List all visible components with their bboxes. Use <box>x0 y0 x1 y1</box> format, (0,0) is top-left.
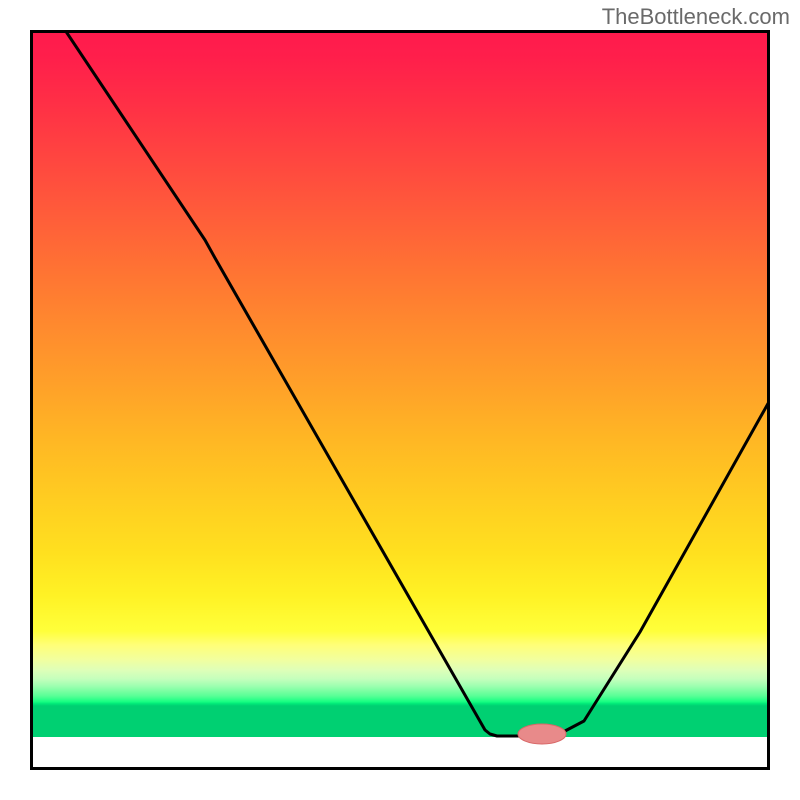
chart-svg <box>30 30 770 770</box>
bottleneck-chart <box>30 30 770 770</box>
optimal-marker <box>518 724 566 744</box>
gradient-background <box>30 30 770 737</box>
watermark-text: TheBottleneck.com <box>602 4 790 30</box>
